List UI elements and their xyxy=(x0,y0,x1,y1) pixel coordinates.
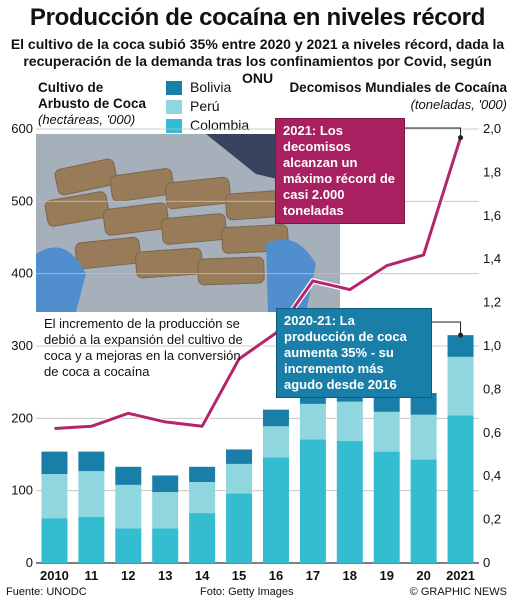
bar-peru-15 xyxy=(226,463,253,494)
bar-bolivia-20 xyxy=(410,393,437,415)
right-tick-label: 1,0 xyxy=(483,338,501,353)
right-tick-label: 0,6 xyxy=(483,425,501,440)
left-tick-label: 400 xyxy=(11,266,33,281)
production-callout-connector xyxy=(432,321,462,334)
production-callout: 2020-21: La producción de coca aumenta 3… xyxy=(276,308,432,398)
left-axis-title: Cultivo de Arbusto de Coca xyxy=(38,80,146,112)
x-tick-label: 2010 xyxy=(40,568,69,583)
bar-peru-11 xyxy=(78,471,105,517)
left-axis-unit: (hectáreas, '000) xyxy=(38,112,136,127)
bar-colombia-18 xyxy=(336,440,363,563)
seizures-callout: 2021: Los decomisos alcanzan un máximo r… xyxy=(275,118,405,224)
right-tick-label: 1,2 xyxy=(483,295,501,310)
legend-swatch-bolivia xyxy=(166,80,182,95)
seizures-callout-dot xyxy=(458,135,464,141)
x-tick-label: 17 xyxy=(306,568,320,583)
right-tick-label: 1,4 xyxy=(483,251,501,266)
bar-colombia-13 xyxy=(152,528,179,563)
bar-colombia-16 xyxy=(262,457,289,563)
left-tick-label: 500 xyxy=(11,193,33,208)
bar-bolivia-13 xyxy=(152,475,179,493)
bar-bolivia-15 xyxy=(226,449,253,464)
bar-colombia-12 xyxy=(115,528,142,563)
left-axis-title-line1: Cultivo de xyxy=(38,80,104,95)
x-tick-label: 16 xyxy=(269,568,283,583)
legend-label-bolivia: Bolivia xyxy=(190,79,232,95)
bar-bolivia-2010 xyxy=(41,451,68,475)
bar-peru-2021 xyxy=(447,356,474,416)
x-tick-label: 18 xyxy=(343,568,357,583)
page-subtitle: El cultivo de la coca subió 35% entre 20… xyxy=(10,36,505,86)
left-tick-label: 600 xyxy=(11,121,33,136)
page-title: Producción de cocaína en niveles récord xyxy=(29,4,486,31)
left-tick-label: 100 xyxy=(11,483,33,498)
legend-item-bolivia: Bolivia xyxy=(166,78,249,97)
right-tick-label: 0,8 xyxy=(483,381,501,396)
right-tick-label: 1,6 xyxy=(483,208,501,223)
x-tick-label: 14 xyxy=(195,568,210,583)
left-tick-label: 300 xyxy=(11,338,33,353)
seizure-line xyxy=(54,137,462,430)
left-tick-label: 0 xyxy=(26,555,33,570)
bar-colombia-11 xyxy=(78,516,105,563)
x-tick-label: 20 xyxy=(416,568,430,583)
legend-swatch-peru xyxy=(166,99,182,114)
left-tick-label: 200 xyxy=(11,410,33,425)
bar-bolivia-14 xyxy=(189,466,216,482)
explanatory-note: El incremento de la producción se debió … xyxy=(44,316,243,379)
bar-bolivia-16 xyxy=(262,409,289,427)
bar-colombia-19 xyxy=(373,451,400,563)
source-credit: Fuente: UNODC xyxy=(6,586,87,598)
x-tick-label: 19 xyxy=(379,568,393,583)
x-tick-label: 11 xyxy=(85,568,99,583)
bar-peru-14 xyxy=(189,481,216,514)
right-axis-unit: (toneladas, '000) xyxy=(410,97,507,112)
bar-colombia-15 xyxy=(226,493,253,563)
bar-colombia-17 xyxy=(299,439,326,563)
bar-peru-17 xyxy=(299,403,326,440)
left-axis-title-line2: Arbusto de Coca xyxy=(38,96,147,111)
bar-peru-12 xyxy=(115,484,142,529)
right-tick-label: 2,0 xyxy=(483,121,501,136)
photo-credit: Foto: Getty Images xyxy=(200,586,294,598)
bar-peru-2010 xyxy=(41,474,68,519)
bar-colombia-2010 xyxy=(41,518,68,563)
bar-colombia-2021 xyxy=(447,415,474,563)
bar-peru-13 xyxy=(152,492,179,529)
bar-peru-16 xyxy=(262,426,289,458)
x-tick-label: 2021 xyxy=(446,568,475,583)
seizures-callout-connector xyxy=(405,127,462,136)
right-axis-title: Decomisos Mundiales de Cocaína xyxy=(289,80,507,95)
right-tick-label: 0,2 xyxy=(483,512,501,527)
bar-bolivia-2021 xyxy=(447,335,474,357)
bar-colombia-20 xyxy=(410,459,437,563)
bar-peru-18 xyxy=(336,401,363,441)
legend-label-peru: Perú xyxy=(190,98,220,114)
bar-colombia-14 xyxy=(189,513,216,563)
bar-peru-19 xyxy=(373,411,400,452)
bar-bolivia-11 xyxy=(78,451,105,472)
right-tick-label: 0 xyxy=(483,555,490,570)
production-callout-dot xyxy=(458,332,464,338)
legend-item-peru: Perú xyxy=(166,97,249,116)
publisher-credit: © GRAPHIC NEWS xyxy=(409,586,507,598)
right-tick-label: 0,4 xyxy=(483,468,501,483)
x-tick-label: 15 xyxy=(232,568,246,583)
right-tick-label: 1,8 xyxy=(483,164,501,179)
bar-bolivia-12 xyxy=(115,466,142,485)
x-tick-label: 12 xyxy=(121,568,135,583)
x-tick-label: 13 xyxy=(158,568,172,583)
bar-peru-20 xyxy=(410,414,437,460)
